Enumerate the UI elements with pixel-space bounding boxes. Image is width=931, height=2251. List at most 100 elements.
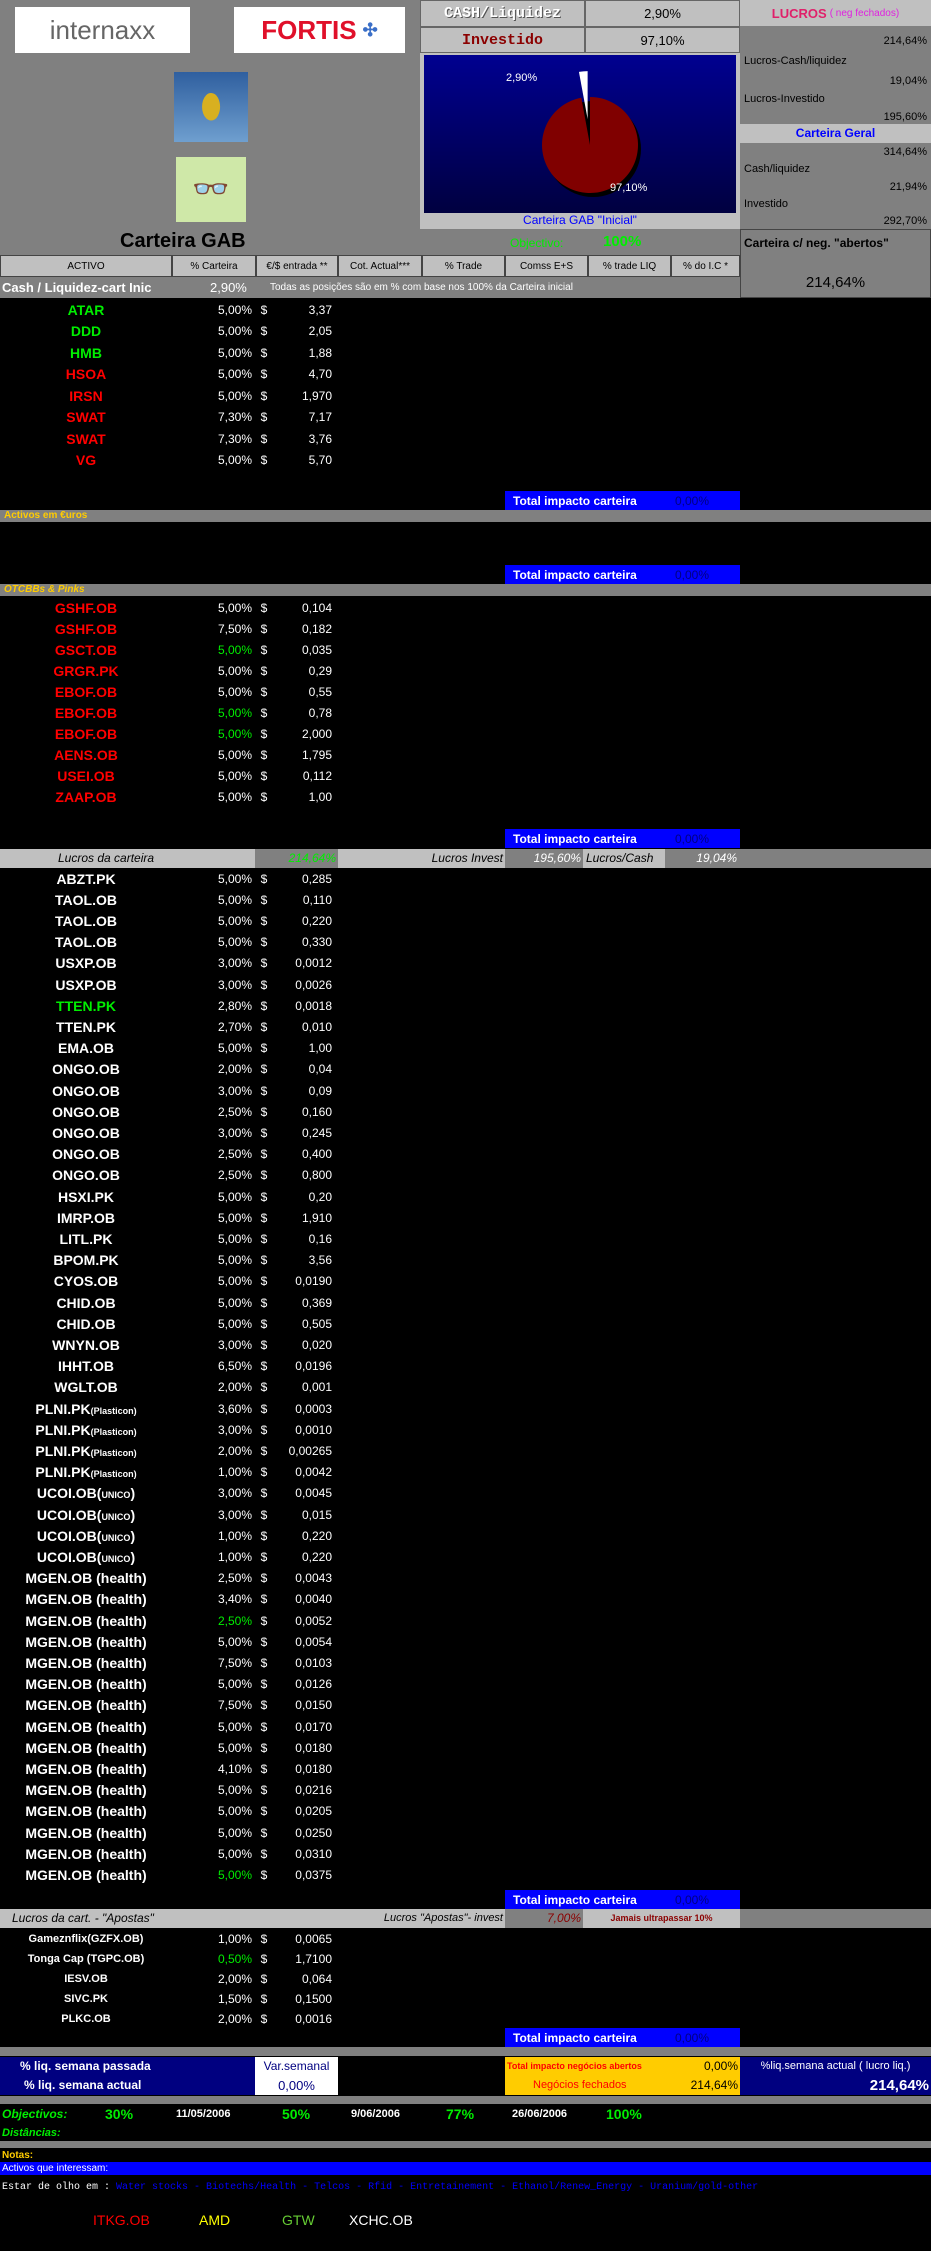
section-otc: OTCBBs & Pinks (0, 584, 931, 596)
table-row[interactable]: MGEN.OB (health) 2,50% $0,0052 (0, 1610, 340, 1631)
table-row[interactable]: AENS.OB 5,00% $1,795 (0, 745, 340, 766)
table-row[interactable]: HSXI.PK 5,00% $0,20 (0, 1186, 340, 1207)
table-row[interactable]: USEI.OB 5,00% $0,112 (0, 766, 340, 787)
table-row[interactable]: TTEN.PK 2,80% $0,0018 (0, 995, 340, 1016)
liq-actual-right-label: %liq.semana actual ( lucro liq.) (740, 2057, 931, 2076)
table-row[interactable]: MGEN.OB (health) 7,50% $0,0150 (0, 1695, 340, 1716)
pct-carteira: 5,00% (217, 1804, 252, 1819)
entry-price: 0,55 (308, 684, 332, 699)
table-row[interactable]: ONGO.OB 2,00% $0,04 (0, 1059, 340, 1080)
table-row[interactable]: SIVC.PK 1,50% $0,1500 (0, 1989, 340, 2010)
table-row[interactable]: ONGO.OB 3,00% $0,09 (0, 1080, 340, 1101)
table-row[interactable]: MGEN.OB (health) 5,00% $0,0170 (0, 1716, 340, 1737)
table-row[interactable]: SWAT 7,30% $3,76 (0, 428, 340, 449)
table-row[interactable]: ABZT.PK 5,00% $0,285 (0, 868, 340, 889)
table-row[interactable]: CYOS.OB 5,00% $0,0190 (0, 1271, 340, 1292)
table-row[interactable]: UCOI.OB(UNICO) 3,00% $0,0045 (0, 1483, 340, 1504)
table-row[interactable]: MGEN.OB (health) 5,00% $0,0250 (0, 1822, 340, 1843)
table-row[interactable]: ONGO.OB 2,50% $0,160 (0, 1101, 340, 1122)
entry-price: 4,70 (308, 367, 332, 381)
table-row[interactable]: LITL.PK 5,00% $0,16 (0, 1228, 340, 1249)
table-row[interactable]: MGEN.OB (health) 7,50% $0,0103 (0, 1652, 340, 1673)
table-row[interactable]: MGEN.OB (health) 2,50% $0,0043 (0, 1568, 340, 1589)
table-row[interactable]: ONGO.OB 2,50% $0,800 (0, 1165, 340, 1186)
entry-price: 0,104 (301, 600, 332, 615)
table-row[interactable]: MGEN.OB (health) 3,40% $0,0040 (0, 1589, 340, 1610)
table-row[interactable]: GRGR.PK 5,00% $0,29 (0, 660, 340, 681)
table-row[interactable]: MGEN.OB (health) 5,00% $0,0216 (0, 1780, 340, 1801)
pct-carteira: 5,00% (217, 388, 252, 403)
table-row[interactable]: MGEN.OB (health) 5,00% $0,0375 (0, 1864, 340, 1885)
table-row[interactable]: GSHF.OB 7,50% $0,182 (0, 618, 340, 639)
table-row[interactable]: ONGO.OB 2,50% $0,400 (0, 1144, 340, 1165)
geral-cash-value: 21,94% (889, 181, 927, 193)
ticker: UCOI.OB(UNICO) (36, 1485, 136, 1502)
table-row[interactable]: EBOF.OB 5,00% $2,000 (0, 724, 340, 745)
pct-carteira: 2,00% (217, 1380, 252, 1395)
table-row[interactable]: EBOF.OB 5,00% $0,55 (0, 681, 340, 702)
currency: $ (260, 1825, 268, 1840)
entry-price: 0,0010 (295, 1422, 332, 1437)
pct-carteira: 2,00% (217, 1971, 252, 1986)
table-row[interactable]: TAOL.OB 5,00% $0,110 (0, 889, 340, 910)
table-row[interactable]: BPOM.PK 5,00% $3,56 (0, 1250, 340, 1271)
col-ic[interactable]: % do I.C * (671, 255, 740, 277)
ticker: WGLT.OB (54, 1379, 118, 1396)
table-row[interactable]: MGEN.OB (health) 5,00% $0,0180 (0, 1737, 340, 1758)
table-row[interactable]: VG 5,00% $5,70 (0, 450, 340, 471)
table-row[interactable]: HSOA 5,00% $4,70 (0, 364, 340, 385)
table-row[interactable]: EMA.OB 5,00% $1,00 (0, 1038, 340, 1059)
ticker: MGEN.OB (health) (25, 1633, 147, 1650)
table-row[interactable]: MGEN.OB (health) 5,00% $0,0126 (0, 1674, 340, 1695)
table-row[interactable]: MGEN.OB (health) 5,00% $0,0310 (0, 1843, 340, 1864)
table-row[interactable]: ATAR 5,00% $3,37 (0, 299, 340, 320)
col-trade-liq[interactable]: % trade LIQ (588, 255, 671, 277)
table-row[interactable]: WNYN.OB 3,00% $0,020 (0, 1334, 340, 1355)
var-semanal-value[interactable]: 0,00% (255, 2076, 338, 2095)
table-row[interactable]: TTEN.PK 2,70% $0,010 (0, 1016, 340, 1037)
table-row[interactable]: UCOI.OB(UNICO) 1,00% $0,220 (0, 1525, 340, 1546)
table-row[interactable]: ZAAP.OB 5,00% $1,00 (0, 787, 340, 808)
table-row[interactable]: Tonga Cap (TGPC.OB) 0,50% $1,7100 (0, 1948, 340, 1969)
table-row[interactable]: HMB 5,00% $1,88 (0, 342, 340, 363)
table-row[interactable]: PLNI.PK(Plasticon) 3,60% $0,0003 (0, 1398, 340, 1419)
table-row[interactable]: PLNI.PK(Plasticon) 1,00% $0,0042 (0, 1462, 340, 1483)
table-row[interactable]: TAOL.OB 5,00% $0,220 (0, 910, 340, 931)
table-row[interactable]: MGEN.OB (health) 5,00% $0,0205 (0, 1801, 340, 1822)
table-row[interactable]: CHID.OB 5,00% $0,505 (0, 1313, 340, 1334)
col-trade[interactable]: % Trade (422, 255, 505, 277)
col-cot-actual[interactable]: Cot. Actual*** (338, 255, 422, 277)
table-row[interactable]: WGLT.OB 2,00% $0,001 (0, 1377, 340, 1398)
table-row[interactable]: USXP.OB 3,00% $0,0026 (0, 974, 340, 995)
table-row[interactable]: UCOI.OB(UNICO) 1,00% $0,220 (0, 1546, 340, 1567)
table-row[interactable]: PLNI.PK(Plasticon) 3,00% $0,0010 (0, 1419, 340, 1440)
table-row[interactable]: PLKC.OB 2,00% $0,0016 (0, 2009, 340, 2030)
table-row[interactable]: UCOI.OB(UNICO) 3,00% $0,015 (0, 1504, 340, 1525)
table-row[interactable]: EBOF.OB 5,00% $0,78 (0, 703, 340, 724)
table-row[interactable]: CHID.OB 5,00% $0,369 (0, 1292, 340, 1313)
table-row[interactable]: IESV.OB 2,00% $0,064 (0, 1968, 340, 1989)
ticker: PLNI.PK(Plasticon) (35, 1421, 137, 1438)
table-row[interactable]: Gameznflix(GZFX.OB) 1,00% $0,0065 (0, 1928, 340, 1949)
col-entrada[interactable]: €/$ entrada ** (256, 255, 338, 277)
table-row[interactable]: IHHT.OB 6,50% $0,0196 (0, 1356, 340, 1377)
table-row[interactable]: ONGO.OB 3,00% $0,245 (0, 1122, 340, 1143)
table-row[interactable]: USXP.OB 3,00% $0,0012 (0, 953, 340, 974)
table-row[interactable]: GSHF.OB 5,00% $0,104 (0, 597, 340, 618)
entry-price: 5,70 (308, 453, 332, 467)
table-row[interactable]: TAOL.OB 5,00% $0,330 (0, 932, 340, 953)
table-row[interactable]: MGEN.OB (health) 5,00% $0,0054 (0, 1631, 340, 1652)
table-row[interactable]: IRSN 5,00% $1,970 (0, 385, 340, 406)
table-row[interactable]: IMRP.OB 5,00% $1,910 (0, 1207, 340, 1228)
pct-carteira: 5,00% (217, 1783, 252, 1798)
table-row[interactable]: DDD 5,00% $2,05 (0, 321, 340, 342)
lucros-title: LUCROS (771, 5, 827, 21)
table-row[interactable]: MGEN.OB (health) 4,10% $0,0180 (0, 1758, 340, 1779)
table-row[interactable]: PLNI.PK(Plasticon) 2,00% $0,00265 (0, 1440, 340, 1461)
col-carteira[interactable]: % Carteira (172, 255, 256, 277)
table-row[interactable]: GSCT.OB 5,00% $0,035 (0, 639, 340, 660)
ticker: TTEN.PK (56, 997, 116, 1014)
col-comss[interactable]: Comss E+S (505, 255, 588, 277)
col-activo[interactable]: ACTIVO (0, 255, 172, 277)
table-row[interactable]: SWAT 7,30% $7,17 (0, 407, 340, 428)
